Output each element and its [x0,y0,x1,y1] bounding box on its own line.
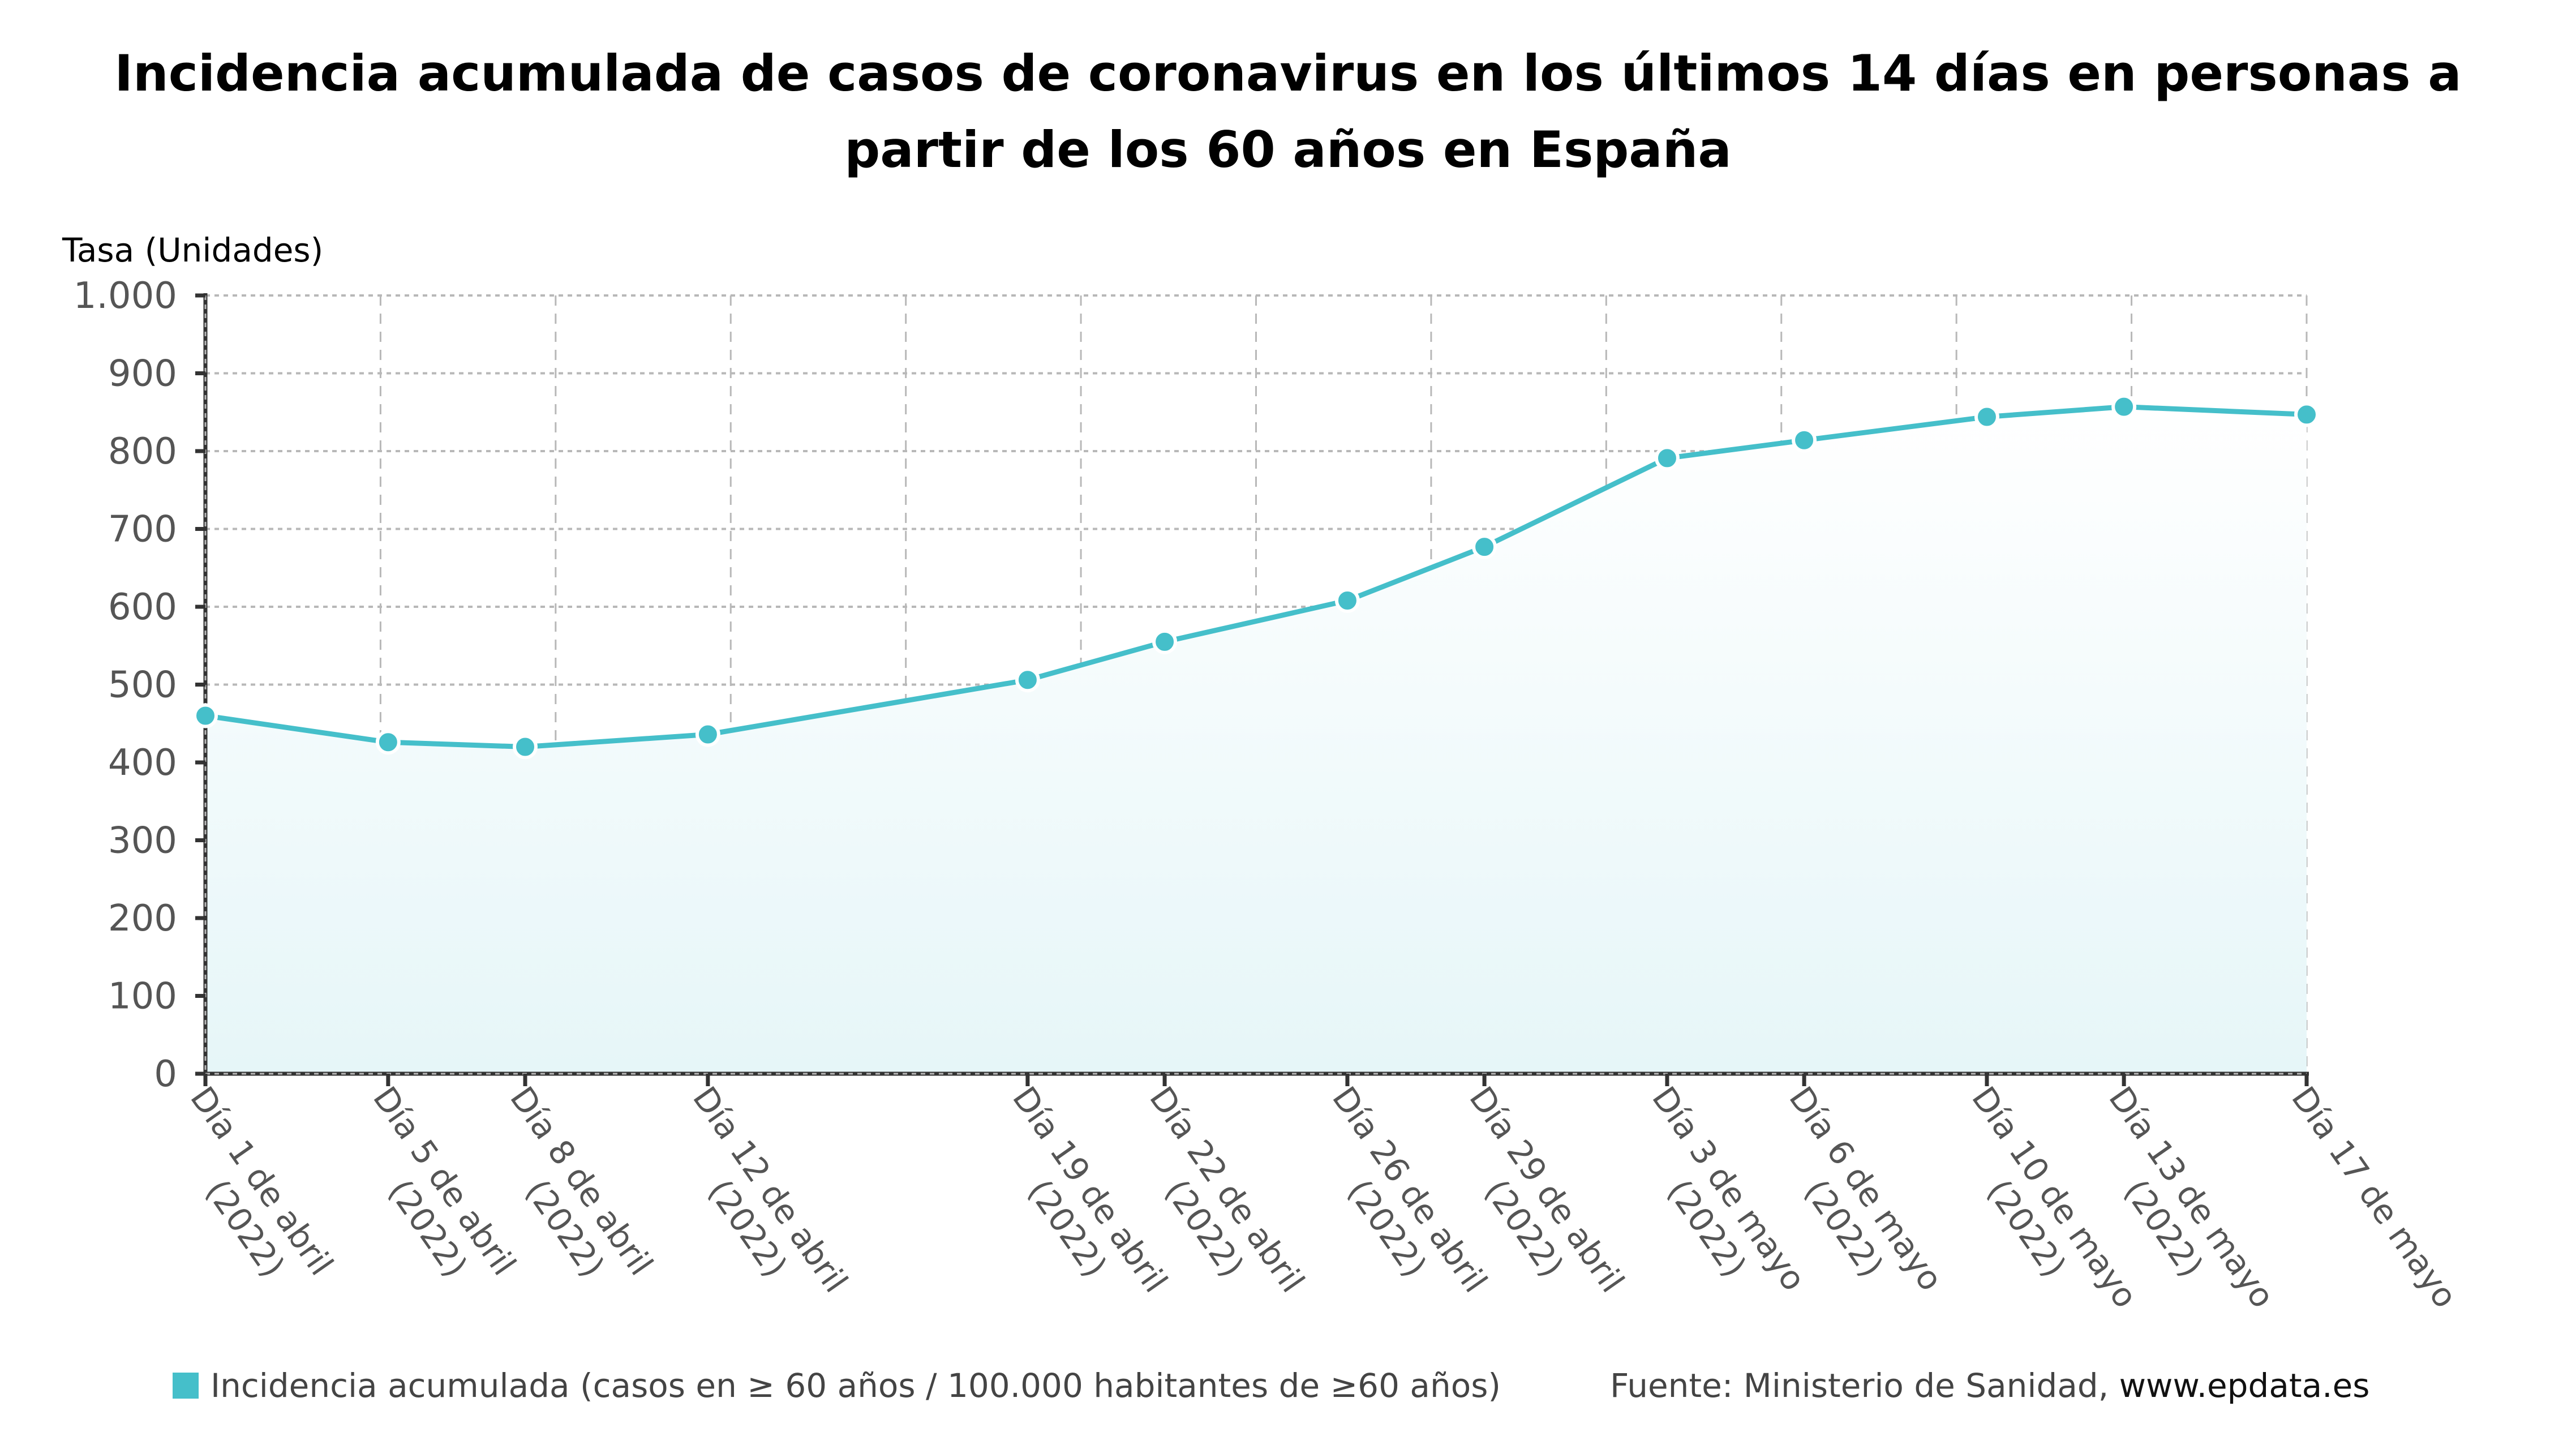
data-point[interactable] [2111,394,2137,419]
x-tick-label: Día 5 de abril(2022) [366,1079,523,1284]
y-tick-label: 700 [108,509,177,551]
data-point[interactable] [1334,588,1360,613]
source-link[interactable]: www.epdata.es [2119,1366,2370,1405]
y-tick-label: 100 [108,976,177,1018]
data-point[interactable] [375,730,401,755]
y-tick-label: 800 [108,431,177,473]
x-tick-label: Día 26 de abril(2022) [1325,1079,1495,1299]
y-tick-label: 200 [108,898,177,940]
y-tick-label: 900 [108,353,177,395]
x-tick-label: Día 19 de abril(2022) [1005,1079,1175,1299]
y-tick-label: 600 [108,586,177,628]
y-tick-label: 0 [154,1053,177,1095]
legend: Incidencia acumulada (casos en ≥ 60 años… [173,1366,1501,1405]
x-tick-label: Día 13 de mayo(2022) [2101,1079,2282,1315]
legend-label: Incidencia acumulada (casos en ≥ 60 años… [211,1366,1501,1405]
y-axis-ticks: 0 100 200 300 400 500 600 700 800 900 1.000 [74,275,205,1095]
data-point[interactable] [193,703,218,728]
data-point[interactable] [2294,402,2319,427]
data-point[interactable] [1974,404,1999,430]
source-note: Fuente: Ministerio de Sanidad, www.epdat… [1610,1366,2369,1405]
chart-title-line-1: Incidencia acumulada de casos de coronav… [114,44,2461,102]
data-point[interactable] [1654,445,1680,471]
x-tick-label: Día 3 de mayo(2022) [1645,1079,1813,1297]
x-tick-label: Día 12 de abril(2022) [685,1079,855,1299]
legend-swatch [173,1373,199,1399]
data-point[interactable] [695,722,720,747]
x-tick-label: Día 1 de abril(2022) [183,1079,341,1284]
chart-title: Incidencia acumulada de casos de coronav… [114,44,2461,179]
y-tick-label: 400 [108,742,177,784]
data-point[interactable] [1472,534,1497,560]
x-tick-label: Día 10 de mayo(2022) [1964,1079,2145,1315]
data-point[interactable] [1015,667,1040,693]
y-tick-label: 1.000 [74,275,177,317]
y-tick-label: 300 [108,820,177,862]
series-area [205,406,2307,1074]
source-prefix: Fuente: Ministerio de Sanidad, [1610,1366,2119,1405]
x-tick-label: Día 17 de mayo [2284,1079,2465,1315]
series-markers [193,394,2319,760]
y-tick-label: 500 [108,665,177,706]
y-axis-label: Tasa (Unidades) [62,231,323,269]
data-point[interactable] [513,734,538,760]
data-point[interactable] [1792,427,1817,453]
data-point[interactable] [1152,629,1178,654]
chart-title-line-2: partir de los 60 años en España [844,121,1731,179]
x-tick-label-date: Día 17 de mayo [2284,1079,2465,1315]
x-axis-ticks: Día 1 de abril(2022) Día 5 de abril(2022)… [183,1074,2465,1315]
